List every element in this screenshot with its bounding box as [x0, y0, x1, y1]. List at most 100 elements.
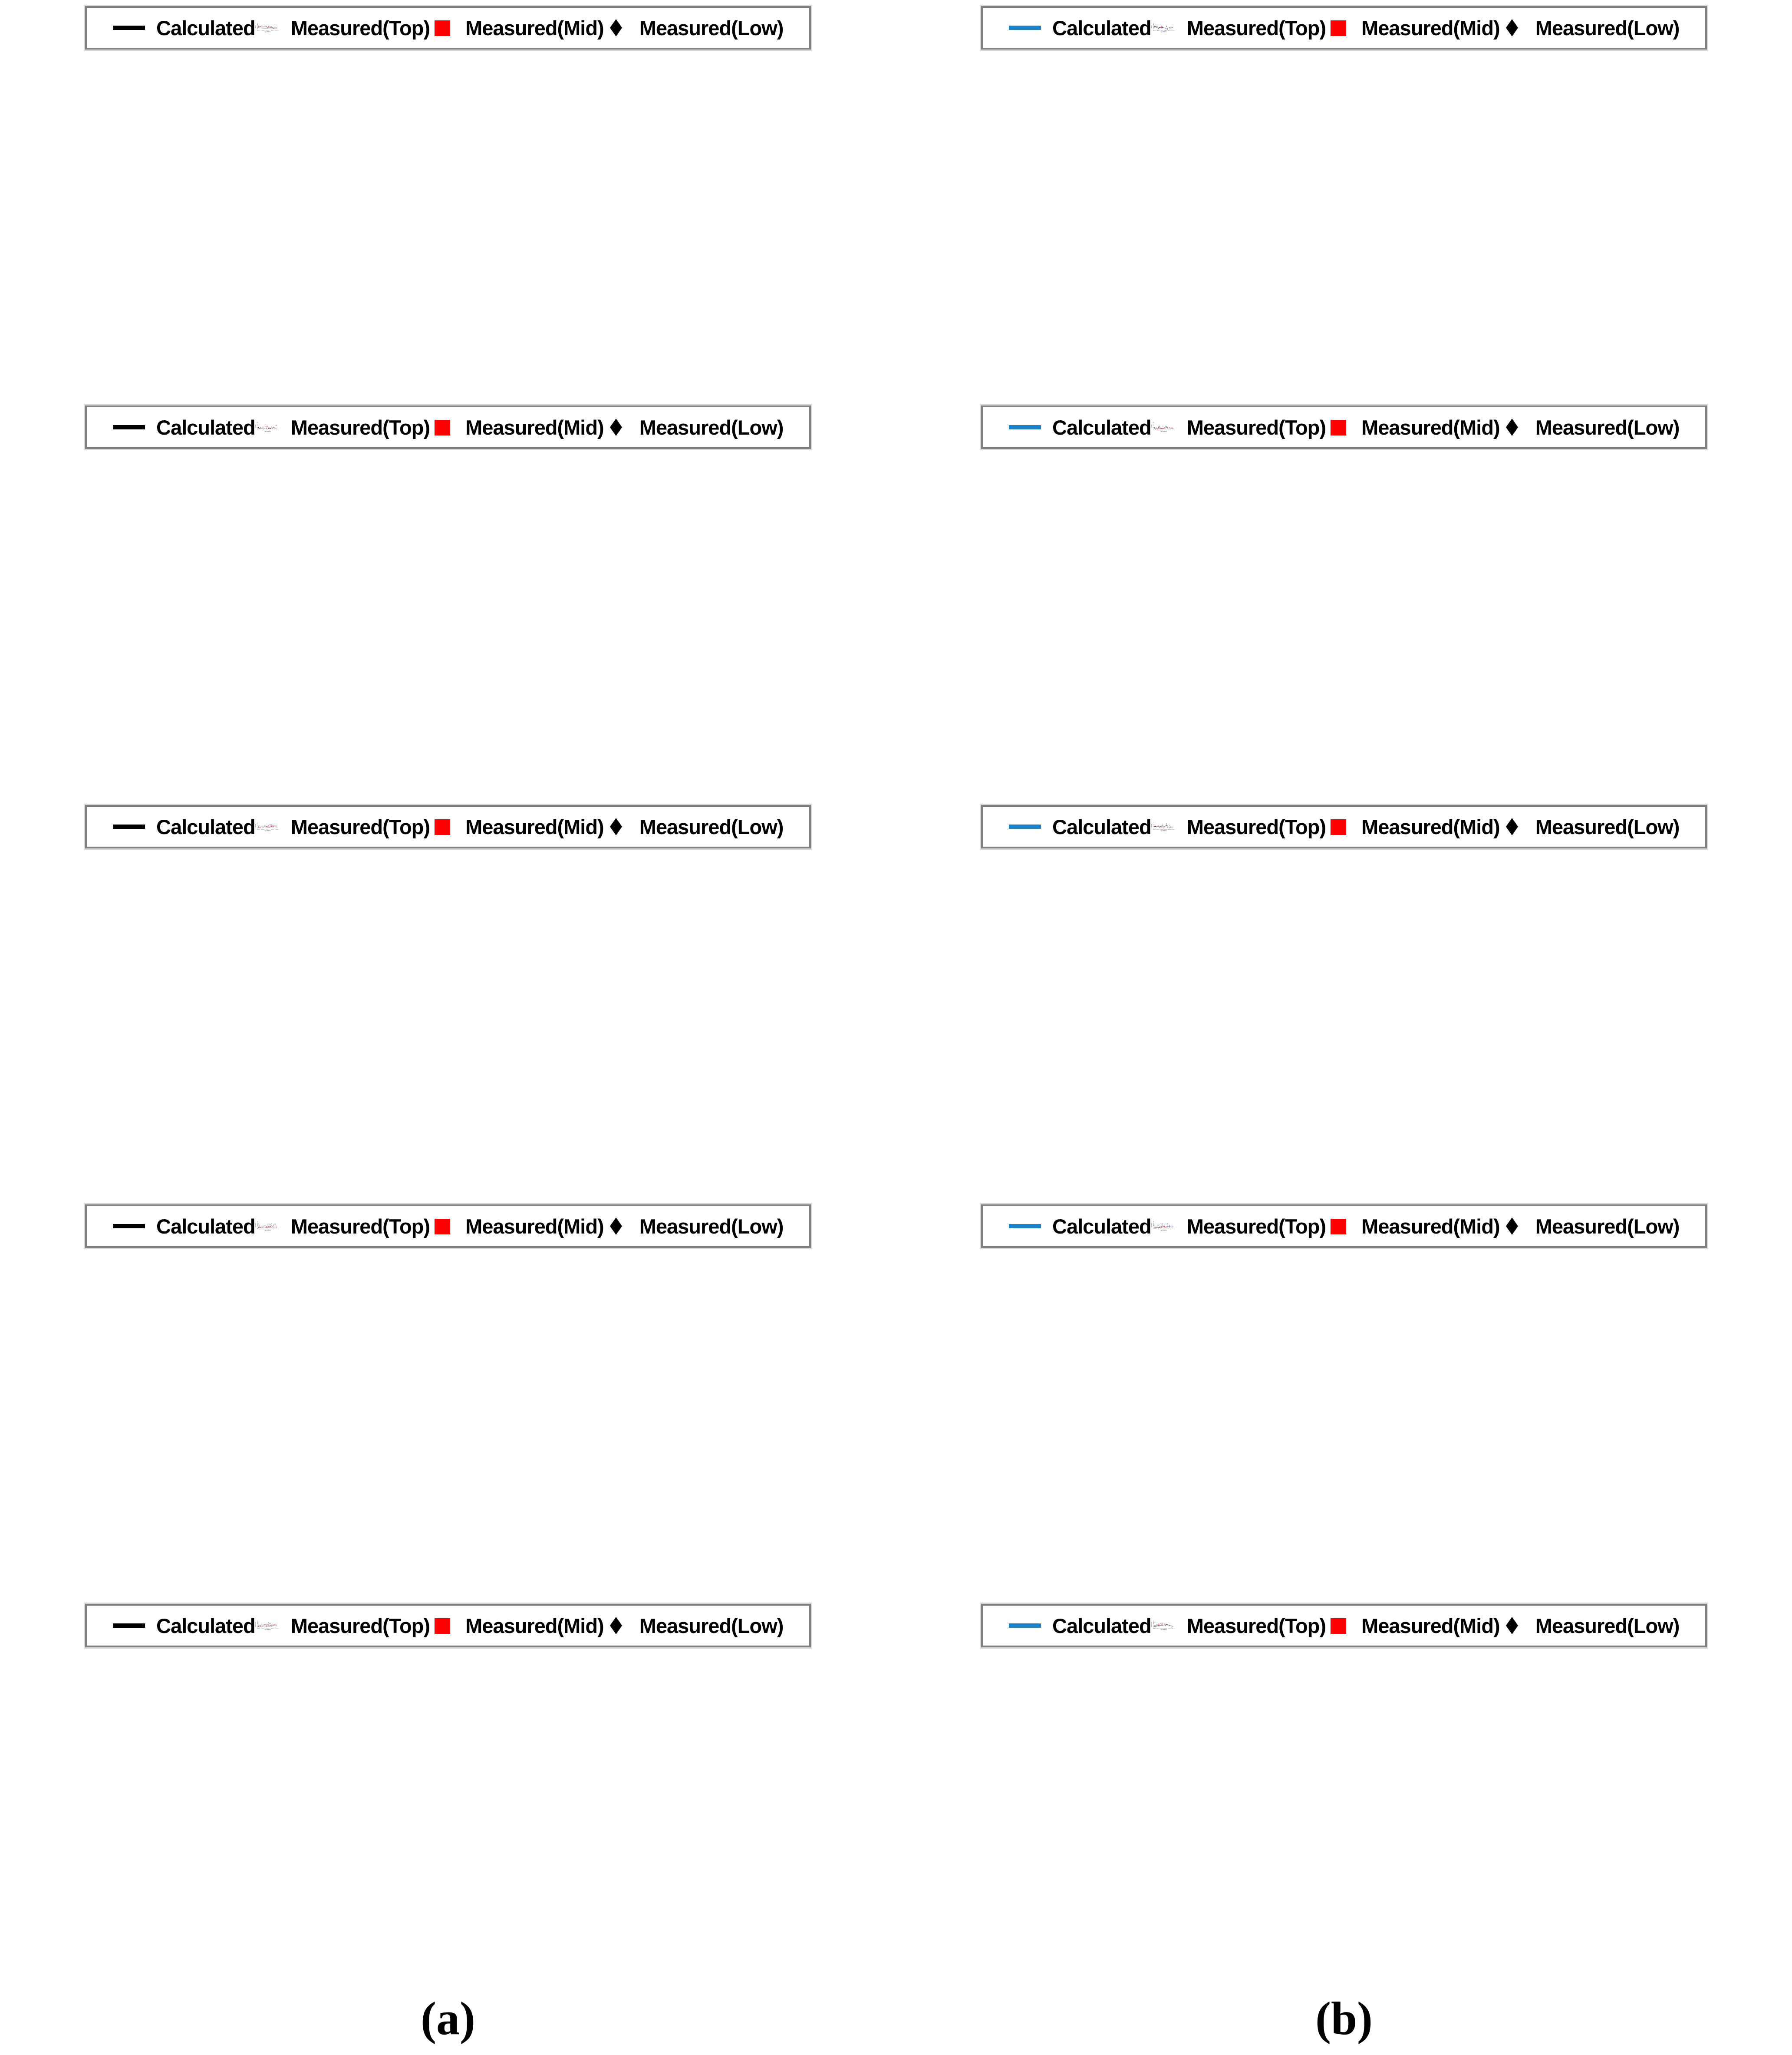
x-axis-label: Date (YYYY-MM-DD): [1161, 431, 1166, 432]
legend-label-calculated: Calculated: [1052, 1214, 1152, 1238]
legend: Calculated 0 9 18 27 36 45 2018-06-01 2018-07-01…: [980, 1203, 1708, 1249]
legend-label-top: Measured(Top): [290, 16, 430, 40]
square-marker-icon: [430, 417, 454, 438]
calculated-line: [1154, 1223, 1173, 1228]
chart-toc-2018: Calculated 0 2 4 6 2018-06-01 2018-07-01 2018-0…: [896, 799, 1792, 1198]
line-marker-icon: [1009, 425, 1041, 429]
x-tick-label: 2019-09-29: [276, 1229, 279, 1230]
y-tick-label: 0.06: [257, 422, 258, 423]
axes: [1154, 422, 1173, 430]
legend-label-low: Measured(Low): [1535, 16, 1680, 40]
chart-chla-2019: Calculated 0 7 14 21 28 35 2019-06-01 2019-07-01…: [0, 1198, 896, 1598]
diamond-marker-icon: [604, 816, 628, 837]
axes: [258, 1621, 277, 1628]
x-axis-label: Date (YYYY-MM-DD): [1161, 31, 1166, 33]
calculated-line: [258, 1222, 277, 1227]
gridlines: [258, 1621, 277, 1628]
legend-label-mid: Measured(Mid): [1361, 16, 1500, 40]
line-marker-icon: [113, 26, 145, 30]
triangle-marker-icon: 0 0.02 0.04 0.06 2018-06-01 2018-07-01 2018-07…: [1151, 417, 1176, 438]
legend-item-low: Measured(Low): [1500, 1214, 1680, 1238]
x-tick-label: 2018-08-30: [1164, 430, 1167, 431]
x-tick-label: 2018-07-01: [1156, 1628, 1160, 1629]
legend-item-top: 6 8 10 12 14 16 2019-06-01 2019-07-01 2019-07-31…: [255, 16, 430, 40]
x-tick-label: 2019-07-31: [266, 1628, 269, 1629]
toc-2018-plot: [896, 853, 1792, 1191]
x-tick-label: 2018-10-29: [1172, 1628, 1175, 1629]
legend-item-top: 0 9 18 27 36 45 2018-06-01 2018-07-01 2018-07-31…: [1151, 1214, 1326, 1238]
legend-label-low: Measured(Low): [1535, 1214, 1680, 1238]
square-marker-icon: [430, 1615, 454, 1636]
legend-item-calculated: Calculated: [113, 1614, 256, 1638]
x-axis-label: Date (YYYY-MM-DD): [265, 431, 270, 432]
y-tick-label: 21: [257, 1224, 258, 1225]
legend-item-mid: Measured(Mid): [1326, 1614, 1500, 1638]
y-tick-label: 26: [257, 1623, 258, 1624]
y-tick-label: 1: [257, 829, 258, 830]
chart-chla-2018: Calculated 0 9 18 27 36 45 2018-06-01 2018-07-01…: [896, 1198, 1792, 1598]
x-tick-label: 2018-07-31: [1160, 1229, 1163, 1230]
legend-item-low: Measured(Low): [1500, 815, 1680, 839]
legend-label-top: Measured(Top): [1186, 16, 1326, 40]
chart-toc-2019: Calculated 1 2 3 4 5 2019-06-01 2019-07-01 2019-…: [0, 799, 896, 1198]
axes: [1154, 23, 1173, 30]
x-tick-label: 2018-06-01: [1153, 829, 1156, 830]
y-axis-label: Temperature (°C): [255, 1622, 257, 1627]
legend-label-calculated: Calculated: [1052, 416, 1152, 439]
legend-label-calculated: Calculated: [156, 16, 256, 40]
y-tick-label: 16: [1153, 23, 1154, 24]
square-marker-icon: [1326, 816, 1350, 837]
y-axis-label: Chl-a (mg/m³): [255, 1223, 257, 1227]
x-tick-label: 2018-10-29: [1172, 30, 1175, 31]
legend: Calculated 0 7 14 21 28 35 2019-06-01 2019-07-01…: [84, 1203, 812, 1249]
legend-item-calculated: Calculated: [113, 815, 256, 839]
triangle-marker-icon: 6 8 10 12 14 16 2019-06-01 2019-07-01 2019-07-31…: [255, 17, 280, 38]
triangle-marker-icon: 0 7 14 21 28 35 2019-06-01 2019-07-01 2019-07-31…: [255, 1216, 280, 1237]
legend-item-low: Measured(Low): [604, 416, 784, 439]
y-tick-label: 0: [257, 429, 258, 430]
y-tick-label: 0: [257, 1228, 258, 1229]
y-tick-label: 14: [257, 24, 258, 25]
y-axis-label: TOC (mg/L): [1151, 824, 1152, 827]
gridlines: [258, 822, 277, 829]
diamond-marker-icon: [1500, 417, 1524, 438]
y-tick-label: 33: [257, 1622, 258, 1623]
square-marker-icon: [430, 816, 454, 837]
line-marker-icon: [113, 1623, 145, 1628]
y-tick-label: 45: [1153, 1221, 1154, 1222]
axes: [258, 23, 277, 30]
legend-label-mid: Measured(Mid): [465, 1614, 604, 1637]
y-tick-label: 28: [257, 1223, 258, 1224]
legend-item-mid: Measured(Mid): [1326, 16, 1500, 40]
x-tick-label: 2018-10-29: [1172, 1229, 1175, 1230]
line-marker-icon: [113, 425, 145, 429]
x-tick-label: 2018-07-01: [1156, 829, 1160, 830]
y-tick-label: 0.06: [1153, 422, 1154, 423]
x-tick-label: 2018-06-01: [1153, 430, 1156, 431]
legend-label-mid: Measured(Mid): [1361, 1614, 1500, 1637]
x-tick-label: 2019-07-31: [266, 829, 269, 830]
y-tick-label: 14: [257, 1225, 258, 1227]
legend-label-mid: Measured(Mid): [465, 1214, 604, 1238]
diamond-marker-icon: [604, 417, 628, 438]
temp-2019-plot: [0, 1652, 896, 1990]
chart-tp-2018: Calculated 0 0.02 0.04 0.06 2018-06-01 2018-07…: [896, 399, 1792, 799]
y-tick-label: 2: [257, 827, 258, 828]
legend: Calculated 0 0.02 0.04 0.06 2019-06-01 2019-07…: [84, 404, 812, 450]
y-tick-label: 16: [257, 23, 258, 24]
y-tick-label: 3: [257, 825, 258, 826]
triangle-marker-icon: 0 9 18 27 36 45 2018-06-01 2018-07-01 2018-07-31…: [1151, 1216, 1176, 1237]
y-axis-label: DO (mg/L): [255, 25, 256, 28]
legend-label-top: Measured(Top): [290, 815, 430, 838]
legend-item-top: 0 0.02 0.04 0.06 2018-06-01 2018-07-01 2018-07…: [1151, 416, 1326, 439]
x-tick-label: 2018-09-29: [1168, 1628, 1171, 1629]
x-tick-label: 2018-07-31: [1160, 1628, 1163, 1629]
legend-label-calculated: Calculated: [156, 416, 256, 439]
legend-item-calculated: Calculated: [1009, 1614, 1152, 1638]
diamond-marker-icon: [604, 1216, 628, 1237]
x-tick-label: 2018-06-01: [1153, 30, 1156, 31]
triangle-marker-icon: 6 8 10 12 14 16 2018-06-01 2018-07-01 2018-07-31…: [1151, 17, 1176, 38]
x-tick-label: 2019-08-30: [271, 1628, 274, 1629]
legend: Calculated 1 2 3 4 5 2019-06-01 2019-07-01 2019-…: [84, 804, 812, 850]
